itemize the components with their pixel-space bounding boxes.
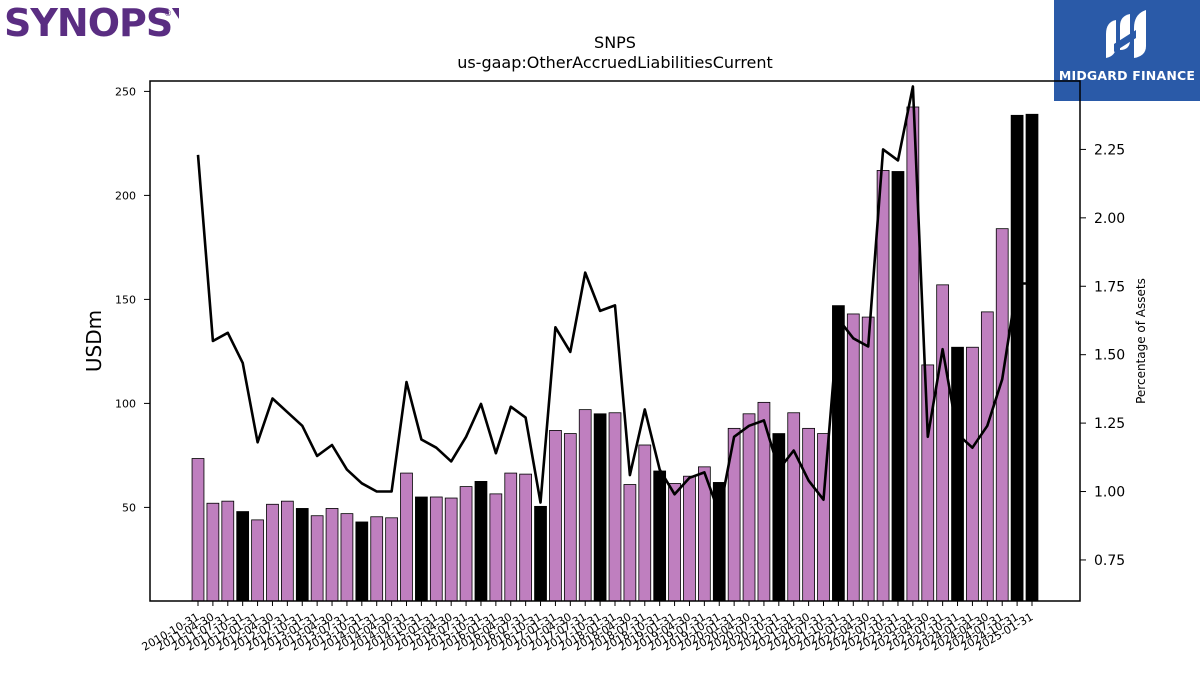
bar <box>236 511 250 602</box>
chart-subtitle: us-gaap:OtherAccruedLiabilitiesCurrent <box>457 53 773 72</box>
bar <box>936 284 950 602</box>
pct-assets-series <box>196 85 1032 515</box>
midgard-finance-logo: MIDGARD FINANCE <box>1054 0 1200 101</box>
bar-series <box>191 106 1039 602</box>
y-tick-label: 150 <box>115 293 136 306</box>
bar <box>668 483 681 602</box>
bar <box>608 412 622 602</box>
y-tick-label: 100 <box>115 397 136 410</box>
bar <box>489 493 503 602</box>
bar <box>861 316 875 602</box>
bar <box>876 170 890 602</box>
y-axis-label: USDm <box>82 310 106 372</box>
y2-tick-label: 1.00 <box>1094 485 1125 501</box>
bar <box>846 313 860 602</box>
bar <box>266 503 279 602</box>
bar <box>578 409 592 602</box>
bar <box>921 364 935 602</box>
bar <box>325 508 339 602</box>
bar <box>221 500 235 602</box>
bar <box>370 516 384 602</box>
chart-title: SNPS <box>594 33 636 52</box>
x-axis: 2010-10-312011-04-302011-07-312011-10-31… <box>140 601 1036 654</box>
y2-tick-label: 0.75 <box>1094 553 1125 569</box>
bar <box>623 484 637 602</box>
bar <box>385 517 398 602</box>
bar <box>832 305 845 602</box>
bar <box>206 502 220 602</box>
bar <box>802 427 815 602</box>
bar <box>966 346 979 602</box>
bar <box>563 433 577 602</box>
bar <box>355 521 369 602</box>
bar <box>653 470 667 602</box>
bar <box>191 458 205 602</box>
bar <box>549 430 562 602</box>
bar <box>504 472 518 602</box>
pct-assets-line <box>196 85 1032 515</box>
y2-tick-label: 1.75 <box>1094 279 1125 295</box>
bar <box>519 473 533 602</box>
y2-tick-label: 1.25 <box>1094 416 1125 432</box>
registered-mark: ® <box>164 9 172 18</box>
bar <box>995 228 1009 602</box>
bar <box>310 515 324 602</box>
bar <box>429 496 443 602</box>
y-tick-label: 50 <box>122 501 136 514</box>
bar <box>980 311 994 602</box>
bar <box>1010 114 1024 602</box>
bar <box>400 472 413 602</box>
bar <box>280 500 294 602</box>
y-axis-left: 50 100 150 200 250 <box>115 85 150 514</box>
y2-axis-label: Percentage of Assets <box>1134 278 1148 404</box>
midgard-emblem-icon <box>1106 10 1146 58</box>
bar <box>340 513 354 602</box>
y2-tick-label: 2.00 <box>1094 211 1125 227</box>
bar <box>534 505 547 602</box>
y2-tick-label: 1.50 <box>1094 348 1125 364</box>
bar <box>891 171 905 602</box>
y-tick-label: 250 <box>115 85 136 98</box>
bar <box>951 346 964 602</box>
bar <box>683 475 696 602</box>
midgard-finance-wordmark: MIDGARD FINANCE <box>1058 68 1196 83</box>
bar <box>638 444 652 602</box>
y2-tick-label: 2.25 <box>1094 142 1125 158</box>
bar <box>295 508 309 602</box>
bar <box>459 486 473 602</box>
bar <box>415 496 428 602</box>
y-axis-right: 0.75 1.00 1.25 1.50 1.75 2.00 2.25 <box>1080 142 1125 569</box>
y-tick-label: 200 <box>115 189 136 202</box>
bar <box>593 413 607 602</box>
bar <box>742 413 756 602</box>
bar <box>1025 113 1039 602</box>
bar <box>787 412 801 602</box>
bar <box>474 480 488 602</box>
bar <box>444 497 458 602</box>
bar <box>251 519 264 602</box>
